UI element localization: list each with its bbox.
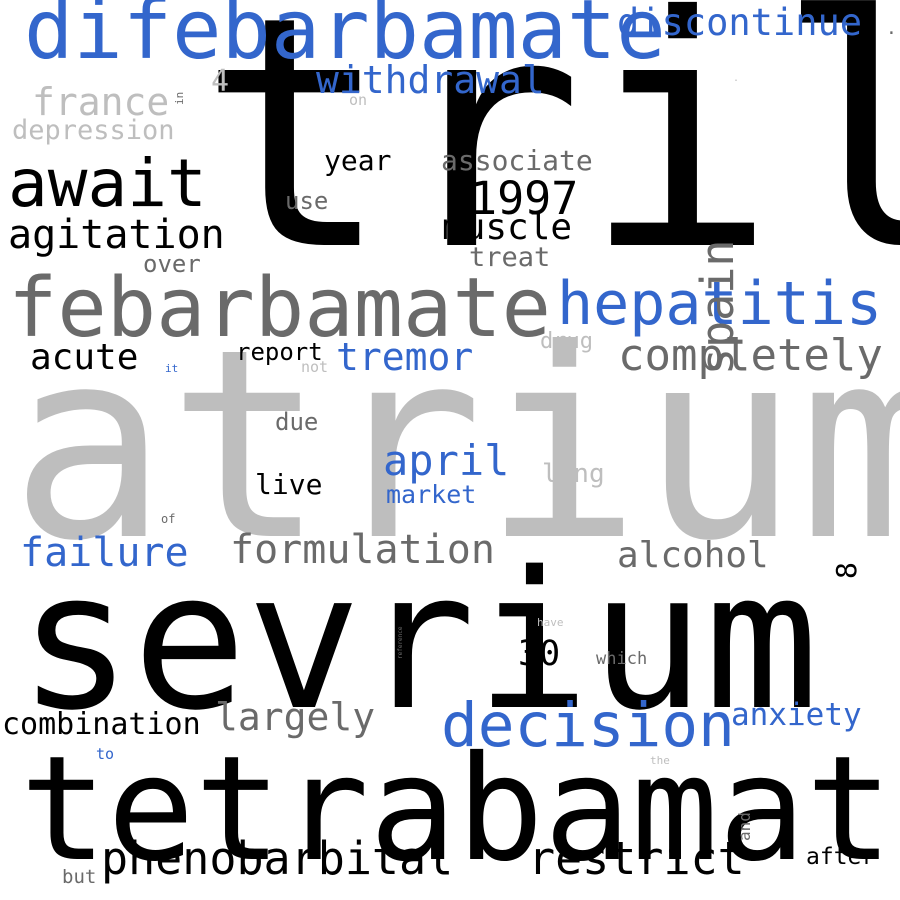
word-tril: tril bbox=[198, 0, 900, 321]
word-associate: associate bbox=[441, 144, 593, 177]
word-difebarbamate: difebarbamate bbox=[24, 0, 666, 78]
word-but: but bbox=[62, 866, 97, 888]
word-tetrabamate: tetrabamate bbox=[20, 725, 900, 894]
word-4: 4 bbox=[211, 64, 230, 99]
word-in: in bbox=[173, 91, 186, 105]
word-it: it bbox=[165, 362, 179, 375]
word-atrium: atrium bbox=[10, 293, 900, 598]
word-anxiety: anxiety bbox=[731, 697, 862, 733]
word-depression: depression bbox=[12, 115, 175, 146]
word-france: france bbox=[32, 80, 170, 124]
word-decision: decision bbox=[441, 690, 735, 761]
word-30: 30 bbox=[518, 634, 561, 674]
word-hepatitis: hepatitis bbox=[557, 269, 883, 339]
word-largely: largely bbox=[215, 695, 376, 739]
word-failure: failure bbox=[20, 530, 189, 576]
word-treat: treat bbox=[469, 242, 551, 273]
word-acute: acute bbox=[30, 337, 139, 378]
word-april: april bbox=[383, 436, 510, 485]
word-muscle: muscle bbox=[442, 207, 573, 248]
word-await: await bbox=[8, 145, 207, 222]
word-agitation: agitation bbox=[8, 212, 225, 258]
word-to: to bbox=[96, 745, 115, 763]
word-restrict: restrict bbox=[528, 832, 745, 885]
word-sevrium: sevrium bbox=[18, 531, 819, 752]
word-dot: . bbox=[733, 73, 740, 84]
word-live: live bbox=[255, 468, 323, 501]
word-year: year bbox=[324, 144, 392, 177]
word-febarbamate: febarbamate bbox=[8, 261, 552, 356]
word-report: report bbox=[236, 338, 323, 366]
word-use: use bbox=[285, 187, 329, 215]
word-of: of bbox=[161, 512, 176, 526]
word-on: on bbox=[349, 91, 368, 109]
word-long: long bbox=[542, 459, 605, 489]
word-reference: reference bbox=[397, 626, 404, 659]
word-withdrawal: withdrawal bbox=[316, 58, 545, 102]
word-formulation: formulation bbox=[230, 527, 495, 573]
word-have: have bbox=[537, 616, 564, 629]
word-over: over bbox=[143, 250, 201, 278]
word-not: not bbox=[301, 358, 329, 376]
word-tremor: tremor bbox=[336, 335, 474, 379]
word-which: which bbox=[596, 649, 648, 669]
word-1997: 1997 bbox=[470, 172, 579, 225]
word-combination: combination bbox=[2, 707, 201, 742]
word-spain: spain bbox=[691, 239, 744, 375]
word-due: due bbox=[275, 408, 319, 436]
word-8: 8 bbox=[830, 562, 863, 579]
word-drug: drug bbox=[540, 329, 593, 354]
word-completely: completely bbox=[618, 330, 883, 381]
word-phenobarbital: phenobarbital bbox=[101, 832, 454, 885]
word-dot: . bbox=[886, 18, 897, 39]
word-market: market bbox=[386, 480, 477, 509]
word-alcohol: alcohol bbox=[617, 535, 769, 576]
word-and: and bbox=[735, 812, 754, 841]
word-the: the bbox=[650, 754, 670, 767]
word-after: after bbox=[806, 844, 876, 870]
word-discontinue: discontinue bbox=[617, 1, 863, 44]
